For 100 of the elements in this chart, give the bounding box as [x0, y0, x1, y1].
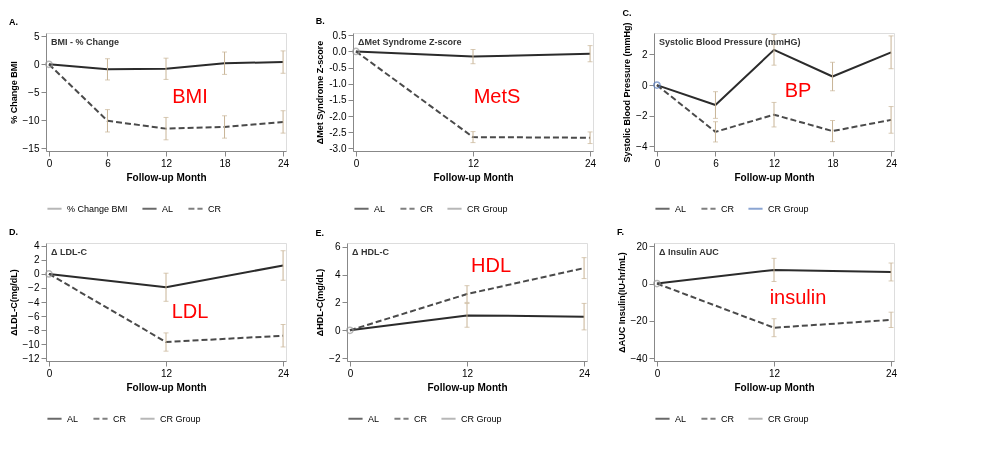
legend-label: CR [113, 413, 127, 424]
y-tick-label: 0 [641, 278, 648, 290]
x-tick-label: 24 [886, 367, 898, 379]
x-axis-title: Follow-up Month [734, 381, 815, 393]
x-axis-title: Follow-up Month [734, 171, 815, 183]
legend-label: CR Group [461, 413, 502, 424]
chart-title: C. [622, 7, 632, 18]
chart-subtitle: Δ Insulin AUC [659, 247, 720, 257]
x-tick-label: 0 [654, 157, 661, 169]
y-tick-label: −4 [28, 296, 40, 308]
legend-label: CR [208, 203, 222, 214]
x-tick-label: 6 [105, 157, 112, 169]
y-tick-label: -2.5 [329, 126, 347, 138]
legend-label: AL [374, 203, 386, 214]
y-tick-label: −10 [22, 114, 40, 126]
y-tick-label: 2 [641, 48, 648, 60]
legend-label: CR Group [768, 413, 809, 424]
y-tick-label: 20 [636, 240, 648, 252]
x-axis-title: Follow-up Month [427, 381, 508, 393]
x-tick-label: 24 [278, 157, 290, 169]
y-tick-label: −5 [28, 86, 40, 98]
y-tick-label: -3.0 [329, 142, 347, 154]
x-tick-label: 0 [46, 367, 53, 379]
annotation: MetS [473, 84, 521, 107]
y-tick-label: 0 [33, 268, 40, 280]
x-tick-label: 0 [654, 367, 661, 379]
y-axis-title: ΔAUC Insulin(IU-hr/mL) [616, 252, 627, 353]
y-tick-label: −40 [630, 352, 648, 364]
legend-label: CR Group [467, 203, 508, 214]
x-tick-label: 12 [467, 157, 480, 169]
legend-label: AL [675, 203, 687, 214]
legend-label: CR [414, 413, 428, 424]
annotation: HDL [470, 253, 512, 276]
y-tick-label: 0 [334, 324, 341, 336]
y-tick-label: -1.5 [329, 94, 347, 106]
x-axis-title: Follow-up Month [433, 171, 514, 183]
y-tick-label: −2 [28, 282, 40, 294]
y-axis-title: ΔMet Syndrome Z-score [315, 40, 326, 145]
chart-subtitle: Δ HDL-C [352, 247, 390, 257]
chart-subtitle: Δ LDL-C [51, 247, 88, 257]
y-tick-label: 0 [641, 79, 648, 91]
y-tick-label: -2.0 [329, 110, 347, 122]
chart-title: D. [9, 226, 19, 237]
y-tick-label: −20 [630, 315, 648, 327]
annotation: BP [784, 79, 812, 102]
x-axis-title: Follow-up Month [126, 381, 207, 393]
legend-label: CR Group [768, 203, 809, 214]
annotation: LDL [171, 299, 209, 322]
chart-title: F. [617, 227, 625, 238]
line-series [47, 63, 285, 130]
y-axis-title: ΔLDL-C(mg/dL) [8, 269, 19, 336]
x-tick-label: 12 [160, 367, 173, 379]
y-tick-label: 5 [33, 30, 40, 42]
y-tick-label: −12 [22, 352, 40, 364]
y-tick-label: −2 [636, 110, 648, 122]
legend-label: AL [675, 413, 687, 424]
y-tick-label: 4 [33, 240, 40, 252]
legend-label: AL [368, 413, 380, 424]
chart-title: E. [315, 227, 325, 238]
y-axis-title: % Change BMI [8, 61, 19, 124]
y-tick-label: -1.0 [329, 78, 347, 90]
x-tick-label: 24 [579, 367, 591, 379]
y-tick-label: −2 [329, 352, 341, 364]
y-tick-label: −8 [28, 324, 40, 336]
legend-label: CR [420, 203, 434, 214]
y-axis-title: Systolic Blood Pressure (mmHg) [622, 22, 633, 163]
chart-subtitle: Systolic Blood Pressure (mmHG) [659, 37, 801, 47]
y-tick-label: 0 [33, 58, 40, 70]
x-tick-label: 24 [278, 367, 290, 379]
y-axis-title: ΔHDL-C(mg/dL) [315, 268, 326, 337]
x-tick-label: 24 [585, 157, 597, 169]
x-tick-label: 6 [713, 157, 720, 169]
legend-label: AL [162, 203, 174, 214]
chart-subtitle: BMI - % Change [51, 37, 120, 47]
x-tick-label: 12 [768, 367, 781, 379]
x-tick-label: 12 [461, 367, 474, 379]
x-tick-label: 0 [353, 157, 360, 169]
y-tick-label: 4 [334, 269, 341, 281]
y-tick-label: −10 [22, 338, 40, 350]
x-tick-label: 24 [886, 157, 898, 169]
y-tick-label: −6 [28, 310, 40, 322]
legend-label: CR Group [160, 413, 201, 424]
legend-label: AL [67, 413, 79, 424]
y-tick-label: -0.5 [329, 62, 347, 74]
line-series [655, 84, 893, 133]
y-tick-label: −4 [636, 140, 648, 152]
y-tick-label: 2 [334, 296, 341, 308]
chart-title: A. [9, 17, 19, 28]
x-tick-label: 0 [46, 157, 53, 169]
legend-label: % Change BMI [67, 203, 128, 214]
y-tick-label: −15 [22, 142, 40, 154]
annotation: insulin [769, 286, 827, 309]
x-tick-label: 18 [827, 157, 840, 169]
x-tick-label: 12 [768, 157, 781, 169]
annotation: BMI [172, 85, 208, 108]
x-axis-title: Follow-up Month [126, 171, 207, 183]
y-tick-label: 0.5 [332, 29, 347, 41]
legend-label: CR [721, 203, 735, 214]
line-series [47, 61, 285, 71]
y-tick-label: 2 [33, 254, 40, 266]
